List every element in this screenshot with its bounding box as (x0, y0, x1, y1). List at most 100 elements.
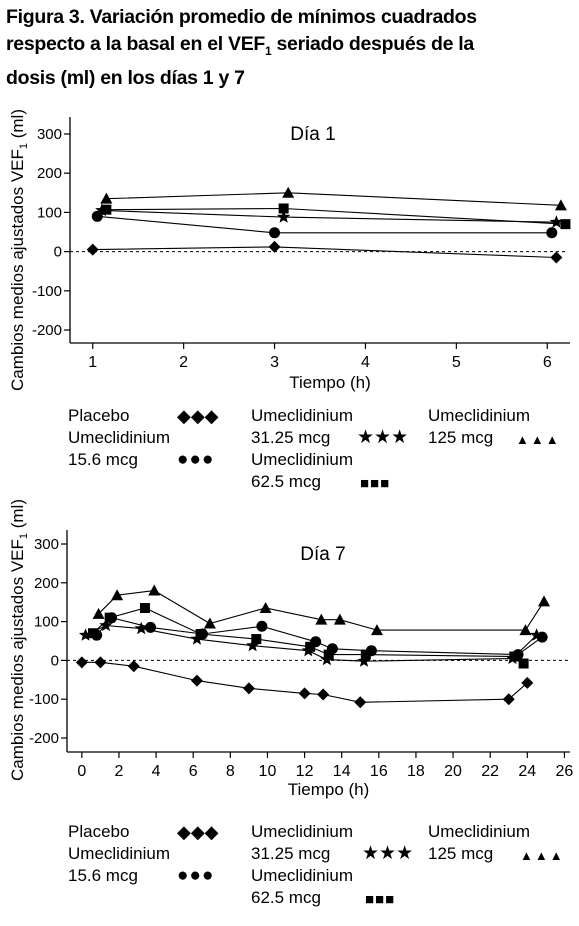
figure-title-line-2b: seriado después de la (271, 33, 475, 55)
legend-dose-62-5: 62.5 mcg (251, 472, 321, 491)
y-tick-label: 300 (34, 536, 59, 553)
legend-dose-125: 125 mcg (428, 844, 494, 863)
data-point-triangle (282, 186, 295, 198)
legend-umec-31-label: Umeclidinium (251, 406, 354, 425)
data-point-square (305, 641, 316, 652)
data-point-square (509, 651, 520, 662)
data-point-square (323, 649, 334, 660)
figure-title: Figura 3. Variación promedio de mínimos … (6, 4, 576, 92)
x-tick-label: 18 (407, 763, 425, 780)
data-point-diamond (502, 693, 515, 706)
data-point-square (278, 203, 289, 214)
legend-umec-15-label: Umeclidinium (68, 844, 171, 863)
data-point-circle (269, 227, 281, 239)
x-axis-label: Tiempo (h) (289, 373, 371, 392)
legend-square-icon: ■■■ (360, 475, 391, 492)
data-point-diamond (268, 240, 281, 253)
data-point-diamond (354, 696, 367, 709)
legend-umec-31-label: Umeclidinium (251, 822, 354, 841)
data-point-circle (256, 620, 268, 632)
x-tick-label: 0 (77, 763, 86, 780)
legend-placebo-label: Placebo (68, 822, 130, 841)
data-point-triangle (333, 613, 346, 625)
data-point-triangle (100, 192, 113, 204)
x-tick-label: 3 (270, 354, 279, 371)
x-tick-label: 8 (226, 763, 235, 780)
x-tick-label: 4 (152, 763, 161, 780)
data-point-star (246, 638, 260, 652)
legend-triangle-icon: ▲▲▲ (516, 432, 561, 447)
legend-dose-31-25: 31.25 mcg (251, 844, 331, 863)
x-tick-label: 16 (370, 763, 388, 780)
data-point-square (139, 603, 150, 614)
y-axis-label-main: Cambios medios ajustados VEF (8, 539, 27, 781)
legend-triangle-icon: ▲▲▲ (520, 848, 565, 863)
data-point-diamond (94, 656, 107, 669)
legend-square-icon: ■■■ (365, 891, 396, 908)
x-tick-label: 2 (115, 763, 124, 780)
series-circle (91, 210, 558, 239)
x-tick-label: 4 (361, 354, 370, 371)
x-tick-label: 22 (481, 763, 499, 780)
data-point-star (99, 618, 113, 632)
legend-star-icon: ★★★ (362, 843, 414, 864)
data-point-triangle (538, 595, 551, 607)
y-axis-label-subscript: 1 (18, 533, 30, 539)
chart-day-1: 300 200 100 0 -100 -200 1 2 3 4 5 6 Día 1 Tiempo (h) C… (8, 109, 571, 392)
data-point-square (101, 204, 112, 215)
y-axis-label: Cambios medios ajustados VEF1 (ml) (8, 109, 30, 391)
legend-dose-31-25: 31.25 mcg (251, 428, 331, 447)
data-point-diamond (521, 676, 534, 689)
legend-umec-125-label: Umeclidinium (428, 822, 531, 841)
y-tick-label: 100 (34, 614, 59, 631)
series-line-circle (97, 215, 552, 234)
data-point-star (78, 628, 93, 641)
data-point-square (104, 612, 115, 623)
series-line-triangle (106, 192, 561, 206)
x-tick-label: 2 (179, 354, 188, 371)
figure-title-line-2: respecto a la basal en el VEF1 seriado d… (6, 31, 576, 65)
data-point-diamond (550, 251, 563, 264)
data-point-square (360, 649, 371, 660)
data-point-circle (546, 227, 558, 239)
y-tick-label: 0 (51, 652, 59, 669)
y-axis-label-unit: (ml) (8, 499, 27, 533)
x-tick-label: 20 (444, 763, 462, 780)
series-square (101, 203, 571, 230)
series-triangle (92, 584, 551, 636)
data-point-triangle (315, 613, 328, 625)
legend-day1: Placebo ◆◆◆ Umeclidinium 15.6 mcg ●●● Um… (0, 405, 579, 495)
series-triangle (100, 186, 567, 211)
data-point-square (560, 219, 571, 230)
data-point-triangle (259, 602, 272, 614)
data-point-triangle (370, 624, 383, 636)
legend-dose-125: 125 mcg (428, 428, 494, 447)
y-tick-label: -200 (29, 730, 59, 747)
series-star (95, 203, 563, 228)
data-point-diamond (86, 243, 99, 256)
data-point-triangle (519, 624, 532, 636)
series-line-circle (96, 617, 543, 656)
series-square (87, 603, 529, 669)
chart-title: Día 1 (290, 124, 335, 145)
y-axis-label-unit: (ml) (8, 109, 27, 143)
data-point-diamond (242, 682, 255, 695)
data-point-diamond (317, 688, 330, 701)
x-tick-label: 14 (333, 763, 351, 780)
legend-star-icon: ★★★ (357, 427, 409, 448)
series-line-diamond (92, 246, 557, 259)
figure-title-line-1: Figura 3. Variación promedio de mínimos … (6, 6, 477, 28)
y-tick-label: -200 (32, 322, 62, 339)
series-line-diamond (81, 661, 528, 703)
data-point-diamond (298, 687, 311, 700)
data-point-star (549, 215, 563, 228)
legend-umec-62-label: Umeclidinium (251, 450, 354, 469)
data-point-star (357, 654, 371, 667)
y-tick-label: 0 (54, 244, 62, 261)
y-tick-label: 200 (37, 165, 62, 182)
x-tick-label: 26 (556, 763, 574, 780)
data-point-star (134, 621, 148, 635)
x-tick-label: 24 (518, 763, 536, 780)
